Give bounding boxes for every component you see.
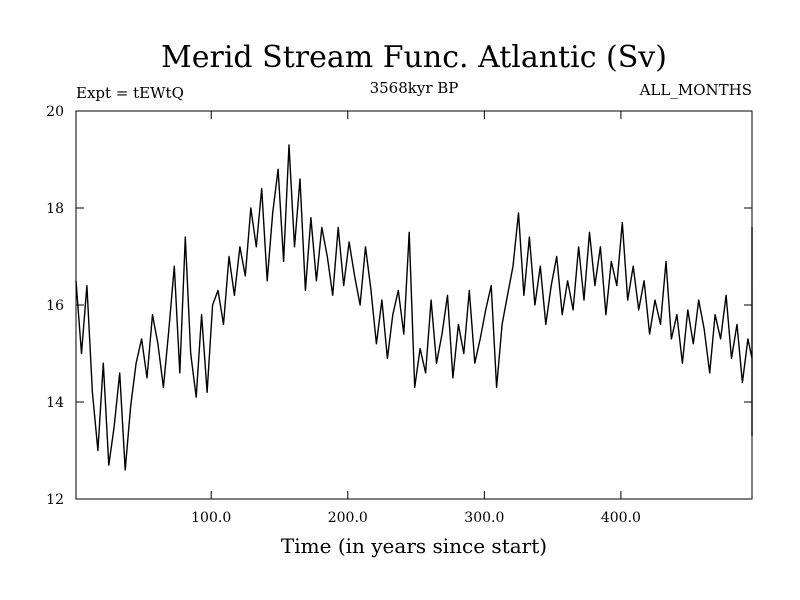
y-tick-label: 18: [46, 201, 64, 217]
axis-ticks: 100.0 200.0 300.0 400.0 12 14 16 18 20: [46, 104, 752, 526]
series-line: [75, 144, 753, 471]
plot-frame: [75, 110, 753, 500]
period-label: 3568kyr BP: [370, 79, 459, 97]
chart-title: Merid Stream Func. Atlantic (Sv): [161, 40, 667, 75]
y-tick-label: 12: [46, 492, 64, 508]
x-tick-label: 400.0: [601, 510, 641, 526]
x-tick-label: 300.0: [464, 510, 504, 526]
experiment-label: Expt = tEWtQ: [76, 84, 184, 102]
y-tick-label: 14: [46, 395, 64, 411]
series-group: [75, 144, 753, 471]
x-tick-label: 200.0: [328, 510, 368, 526]
y-tick-label: 16: [46, 298, 64, 314]
x-axis-label: Time (in years since start): [281, 534, 547, 558]
months-label: ALL_MONTHS: [639, 81, 752, 99]
y-tick-label: 20: [46, 104, 64, 120]
x-tick-label: 100.0: [191, 510, 231, 526]
